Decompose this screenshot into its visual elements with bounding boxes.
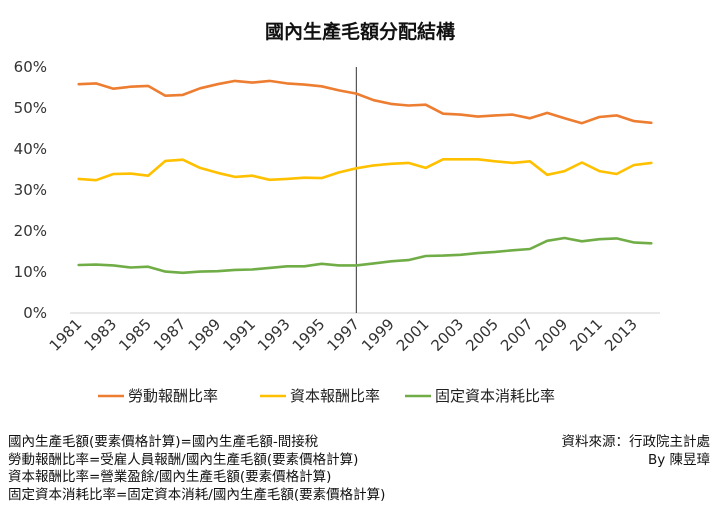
y-tick-label: 40% — [14, 140, 47, 158]
author-credit: By 陳昱璋 — [647, 451, 710, 468]
note-line: 勞動報酬比率=受雇人員報酬/國內生產毛額(要素價格計算) — [8, 451, 359, 468]
note-line: 固定資本消耗比率=固定資本消耗/國內生產毛額(要素價格計算) — [8, 486, 386, 503]
x-tick-label: 2007 — [497, 315, 537, 355]
x-tick-label: 2005 — [462, 315, 502, 355]
x-tick-label: 1997 — [323, 315, 363, 355]
x-tick-label: 1983 — [80, 315, 120, 355]
x-tick-label: 1989 — [185, 315, 225, 355]
series-line — [77, 236, 653, 275]
x-tick-label: 1985 — [115, 315, 155, 355]
legend-label: 固定資本消耗比率 — [435, 387, 555, 405]
legend-label: 勞動報酬比率 — [128, 387, 218, 405]
x-tick-label: 1999 — [358, 315, 398, 355]
x-tick-label: 2001 — [393, 315, 433, 355]
x-tick-label: 1981 — [46, 315, 86, 355]
line-chart: 0% 10% 20% 30% 40% 50% 60% 19811983198519871989… — [14, 58, 660, 405]
note-line: 國內生產毛額(要素價格計算)=國內生產毛額-間接稅 — [8, 434, 319, 450]
x-tick-label: 1991 — [219, 315, 259, 355]
x-tick-label: 1993 — [254, 315, 294, 355]
x-tick-label: 1987 — [150, 315, 190, 355]
y-tick-label: 10% — [14, 263, 47, 281]
y-tick-label: 0% — [23, 304, 47, 322]
x-tick-label: 2003 — [428, 315, 468, 355]
legend-label: 資本報酬比率 — [290, 387, 380, 405]
y-tick-label: 60% — [14, 58, 47, 76]
y-tick-label: 20% — [14, 222, 47, 240]
x-tick-label: 2011 — [566, 315, 606, 355]
data-source: 資料來源：行政院主計處 — [561, 434, 711, 450]
y-tick-label: 30% — [14, 181, 47, 199]
y-tick-label: 50% — [14, 99, 47, 117]
source-credit: 資料來源：行政院主計處 By 陳昱璋 — [562, 434, 711, 469]
formula-notes: 國內生產毛額(要素價格計算)=國內生產毛額-間接稅 勞動報酬比率=受雇人員報酬/… — [8, 434, 385, 504]
x-tick-label: 2009 — [532, 315, 572, 355]
chart-title: 國內生產毛額分配結構 — [264, 21, 455, 43]
note-line: 資本報酬比率=營業盈餘/國內生產毛額(要素價格計算) — [8, 469, 332, 485]
x-tick-label: 2013 — [601, 315, 641, 355]
x-tick-label: 1995 — [289, 315, 329, 355]
series-line — [77, 79, 653, 125]
series-line — [77, 158, 653, 182]
